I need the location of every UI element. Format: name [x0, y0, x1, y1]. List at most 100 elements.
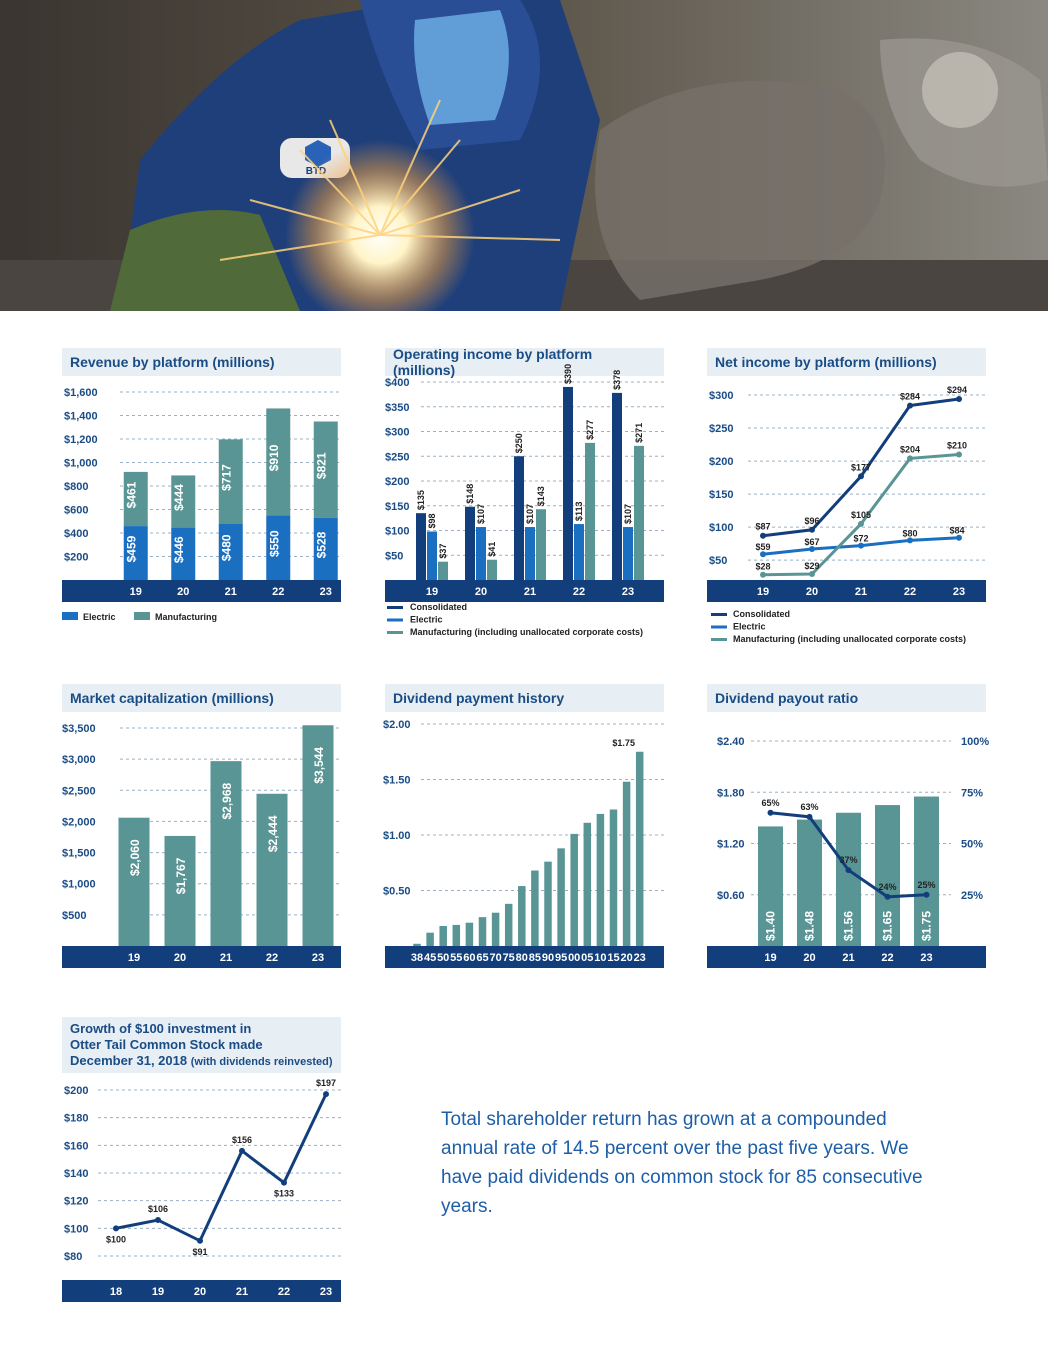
data-label: $156 [232, 1135, 252, 1145]
x-tick-label: 19 [757, 586, 769, 598]
legend-swatch [711, 613, 727, 616]
x-tick-label: 20 [806, 586, 818, 598]
y2-tick-label: 75% [961, 787, 983, 799]
bar-electric [218, 523, 243, 580]
y-tick-label: $0.50 [383, 886, 411, 898]
bar [583, 822, 592, 946]
bar-value-label: $3,544 [312, 747, 326, 784]
bar-manufacturing [487, 559, 497, 580]
x-tick-label: 23 [920, 952, 932, 964]
data-label: $177 [851, 462, 871, 472]
growth-title-date: December 31, 2018 [70, 1052, 188, 1068]
legend-label: Manufacturing (including unallocated cor… [410, 627, 643, 637]
x-tick-label: 70 [489, 952, 501, 964]
bar-manufacturing [536, 509, 546, 580]
bar-consolidated [416, 513, 426, 580]
x-tick-label: 20 [174, 952, 186, 964]
data-label: $72 [853, 534, 868, 544]
bar [256, 793, 288, 946]
bar [413, 943, 421, 946]
bar [465, 922, 474, 946]
hero-illustration: BTD [0, 0, 1048, 311]
data-label: $80 [902, 528, 917, 538]
bar [622, 781, 631, 946]
y-tick-label: $100 [64, 1223, 88, 1235]
data-label: 24% [878, 882, 896, 892]
bar-value-label: $107 [525, 504, 535, 524]
y-tick-label: $0.60 [717, 890, 745, 902]
y-tick-label: $180 [64, 1113, 88, 1125]
bar-value-label: $2,060 [128, 839, 142, 876]
data-label: $204 [900, 444, 920, 454]
bar [518, 886, 526, 946]
growth-title-line-1: Growth of $100 investment in [70, 1020, 252, 1036]
data-point [858, 520, 864, 527]
legend-swatch-manufacturing [134, 612, 150, 620]
y-tick-label: $1,200 [64, 434, 98, 446]
data-label: $84 [949, 526, 964, 536]
data-label: $106 [148, 1204, 168, 1214]
legend-label: Manufacturing (including unallocated cor… [733, 634, 966, 644]
x-axis-band [707, 580, 986, 602]
bar [531, 870, 539, 946]
y-tick-label: $3,500 [62, 723, 96, 735]
tsr-paragraph: Total shareholder return has grown at a … [441, 1109, 923, 1217]
data-point [923, 891, 930, 898]
bar [478, 917, 487, 946]
y-tick-label: $160 [64, 1140, 88, 1152]
legend-swatch [711, 625, 727, 629]
data-label: $105 [851, 510, 871, 520]
data-point [907, 455, 913, 462]
bar-manufacturing [171, 475, 196, 528]
netincome-chart: $50 $100 $150 $200 $250 $300 $87 $96 $177 $284 $29… [707, 385, 986, 644]
growth-title-line-3: December 31, 2018 (with dividends reinve… [70, 1053, 333, 1070]
y2-tick-label: 25% [961, 890, 983, 902]
x-tick-label: 00 [568, 952, 580, 964]
x-tick-label: 19 [152, 1286, 164, 1298]
bar-value-label: $143 [536, 486, 546, 506]
bar-value-label: $480 [220, 534, 234, 561]
data-point [845, 867, 852, 874]
payout-chart-title: Dividend payout ratio [707, 684, 986, 712]
bar-manufacturing [634, 445, 644, 580]
x-axis-band [707, 946, 986, 968]
x-tick-label: 50 [437, 952, 449, 964]
bar [609, 809, 618, 946]
bar-value-label: $528 [315, 531, 329, 558]
data-label: $294 [947, 385, 967, 395]
y-tick-label: $1,000 [62, 879, 96, 891]
y-tick-label: $300 [709, 390, 733, 402]
growth-chart-title: Growth of $100 investment in Otter Tail … [62, 1017, 341, 1073]
y-tick-label: $2,000 [62, 816, 96, 828]
y-tick-label: $150 [709, 489, 733, 501]
y-tick-label: $800 [64, 481, 88, 493]
x-tick-label: 21 [842, 952, 854, 964]
bar [758, 826, 783, 946]
data-label: $100 [106, 1234, 126, 1244]
bar-electric [623, 527, 633, 580]
y2-tick-label: 50% [961, 839, 983, 851]
data-point [809, 526, 815, 533]
bar-electric [476, 527, 486, 580]
bar-value-label: $148 [465, 484, 475, 504]
bar [504, 903, 513, 946]
x-tick-label: 20 [194, 1286, 206, 1298]
bar [210, 761, 242, 946]
data-point [884, 893, 891, 900]
y-tick-label: $2,500 [62, 785, 96, 797]
bar-value-label: $277 [585, 420, 595, 440]
y-tick-label: $350 [385, 402, 409, 414]
data-point [113, 1225, 119, 1232]
bar-manufacturing [438, 561, 448, 580]
bar-value-label: $461 [125, 481, 139, 508]
x-tick-label: 22 [904, 586, 916, 598]
data-point [767, 809, 774, 816]
legend-label-electric: Electric [83, 612, 116, 622]
y-tick-label: $1,000 [64, 458, 98, 470]
y-tick-label: $2.00 [383, 719, 411, 731]
x-tick-label: 22 [573, 586, 585, 598]
bar [491, 912, 500, 946]
bar-electric [123, 526, 148, 580]
data-label: $197 [316, 1078, 336, 1088]
data-point [281, 1179, 287, 1186]
